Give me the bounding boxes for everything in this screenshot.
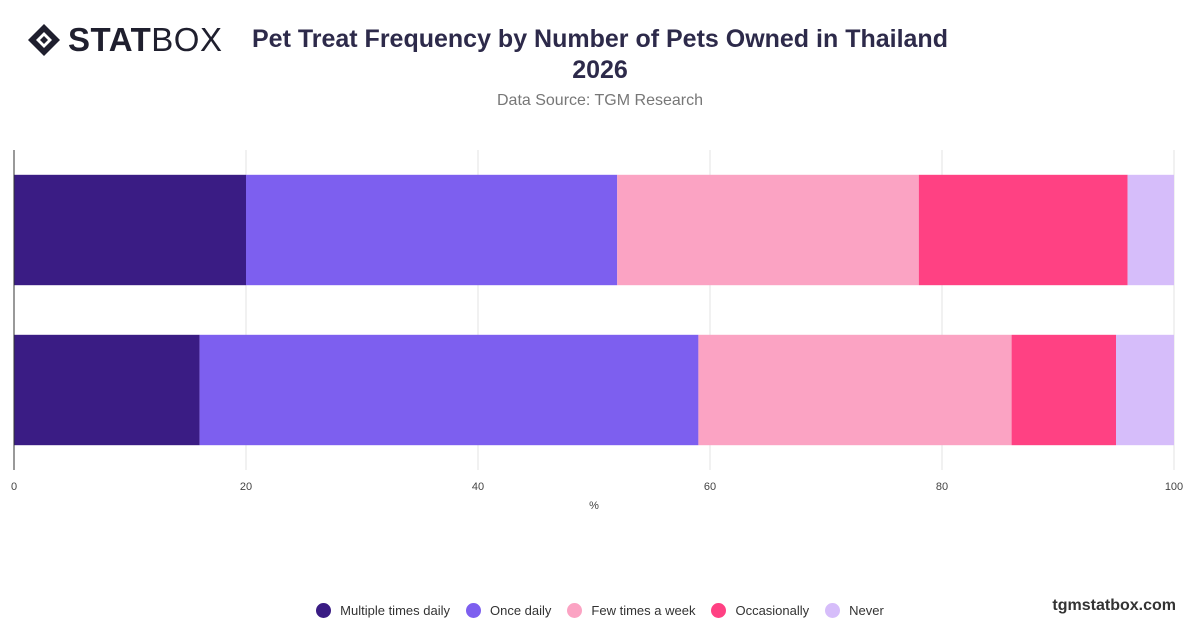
x-tick-label: 60 — [704, 481, 716, 493]
legend-item[interactable]: Once daily — [465, 603, 552, 618]
legend-swatch — [316, 603, 332, 618]
bar-segment — [617, 174, 919, 286]
bar-segment — [1127, 174, 1174, 286]
bar-segment — [14, 174, 246, 286]
statbox-logo: STATBOX — [26, 22, 222, 58]
legend-swatch — [567, 603, 583, 618]
stacked-bar-chart: 0 20 40 60 80 100% — [11, 150, 1183, 512]
legend-swatch — [825, 603, 841, 618]
x-tick-label: 40 — [472, 481, 484, 493]
bar-segment — [698, 334, 1012, 446]
bar-segment — [199, 334, 699, 446]
chart-subtitle: Data Source: TGM Research — [496, 92, 703, 109]
legend-label: Never — [849, 603, 884, 618]
legend-label: Multiple times daily — [340, 603, 450, 618]
logo-wordmark: STATBOX — [68, 21, 223, 58]
chart-legend: Multiple times daily Once daily Few times … — [0, 603, 1200, 618]
legend-label: Occasionally — [735, 603, 810, 618]
x-axis-label: % — [589, 500, 599, 512]
bar-segment — [1116, 334, 1174, 446]
bar-segment — [918, 174, 1128, 286]
x-tick-label: 80 — [936, 481, 948, 493]
legend-item[interactable]: Multiple times daily — [316, 603, 450, 618]
x-tick-label: 20 — [240, 481, 252, 493]
chart-title: Pet Treat Frequency by Number of Pets Ow… — [252, 25, 948, 84]
legend-item[interactable]: Never — [825, 603, 884, 618]
legend-item[interactable]: Occasionally — [711, 603, 809, 618]
bar-segment — [246, 174, 618, 286]
bar-segment — [1011, 334, 1116, 446]
x-tick-label: 0 — [11, 481, 17, 493]
x-tick-label: 100 — [1165, 481, 1183, 493]
bar-segment — [14, 334, 200, 446]
legend-label: Once daily — [489, 603, 552, 618]
legend-swatch — [465, 603, 481, 618]
legend-swatch — [711, 603, 727, 618]
legend-label: Few times a week — [591, 603, 696, 618]
diamond-logo-icon — [28, 24, 60, 56]
footer-site-link[interactable]: tgmstatbox.com — [1052, 597, 1176, 614]
legend-item[interactable]: Few times a week — [567, 603, 695, 618]
